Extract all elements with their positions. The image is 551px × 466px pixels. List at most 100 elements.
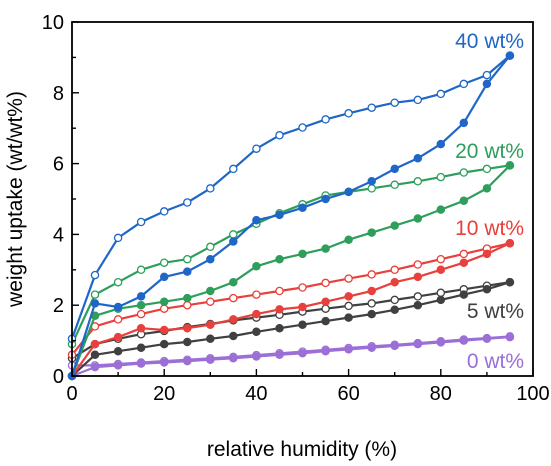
adsorption-point [321, 244, 330, 253]
adsorption-point [159, 358, 169, 367]
adsorption-point [298, 203, 307, 213]
adsorption-point [344, 187, 353, 197]
desorption-point [113, 277, 123, 287]
adsorption-point [90, 299, 100, 308]
y-tick-label: 0 [53, 366, 64, 388]
ticks: 0 20 40 60 80 100 0 2 4 6 8 10 [42, 12, 550, 405]
desorption-point [229, 293, 238, 303]
adsorption-point [321, 346, 330, 356]
adsorption-point [206, 355, 215, 364]
adsorption-point [413, 272, 423, 282]
adsorption-point [367, 343, 376, 352]
adsorption-point [183, 267, 192, 276]
adsorption-point [367, 228, 376, 237]
adsorption-point [136, 343, 146, 352]
series-label: 10 wt% [455, 217, 524, 240]
desorption-point [459, 168, 469, 177]
adsorption-point [229, 237, 238, 246]
series-4 [67, 51, 515, 381]
adsorption-point [206, 286, 215, 296]
desorption-point [159, 304, 169, 313]
x-tick-label: 60 [337, 383, 359, 405]
series-2 [67, 239, 515, 381]
x-axis-title: relative humidity (%) [207, 438, 397, 461]
x-tick-label: 0 [66, 383, 77, 405]
adsorption-point [275, 323, 284, 333]
adsorption-point [252, 215, 261, 225]
adsorption-point [344, 313, 353, 322]
adsorption-point [482, 249, 492, 259]
adsorption-point [505, 161, 515, 170]
adsorption-point [436, 205, 446, 214]
adsorption-point [459, 336, 469, 345]
x-tick-label: 40 [245, 383, 267, 405]
adsorption-point [505, 51, 515, 60]
adsorption-point [390, 277, 399, 287]
desorption-point [367, 270, 376, 279]
adsorption-point [413, 300, 423, 310]
y-tick-label: 6 [53, 154, 64, 176]
desorption-point [390, 295, 399, 305]
desorption-point [367, 103, 376, 112]
adsorption-point [206, 254, 215, 264]
desorption-point [90, 290, 100, 299]
desorption-point [436, 172, 446, 182]
desorption-point [459, 79, 469, 89]
adsorption-point [459, 196, 469, 206]
adsorption-point [252, 352, 261, 361]
adsorption-point [252, 262, 261, 271]
adsorption-point [298, 320, 307, 329]
desorption-point [413, 292, 423, 301]
adsorption-point [229, 331, 238, 341]
desorption-point [413, 95, 423, 105]
adsorption-point [482, 334, 492, 344]
series-label: 20 wt% [455, 140, 524, 163]
adsorption-point [136, 359, 146, 368]
adsorption-point [298, 249, 307, 259]
series-group [67, 51, 515, 381]
adsorption-point [113, 302, 123, 312]
desorption-point [183, 198, 192, 207]
adsorption-point [413, 339, 423, 349]
adsorption-point [390, 164, 399, 174]
adsorption-point [159, 339, 169, 349]
adsorption-point [413, 154, 423, 163]
adsorption-point [275, 305, 284, 314]
desorption-point [436, 288, 446, 298]
adsorption-point [252, 309, 261, 319]
y-tick-label: 8 [53, 83, 64, 105]
adsorption-point [159, 272, 169, 282]
series-labels: 0 wt% 5 wt% 10 wt% 20 wt% 40 wt% [455, 30, 524, 373]
desorption-point [183, 300, 192, 310]
desorption-point [136, 217, 146, 227]
desorption-point [159, 207, 169, 216]
adsorption-point [159, 325, 169, 335]
adsorption-line [70, 242, 511, 378]
adsorption-point [183, 293, 192, 303]
adsorption-point [229, 315, 238, 324]
desorption-point [390, 265, 399, 275]
adsorption-point [482, 285, 492, 294]
desorption-point [344, 301, 353, 311]
adsorption-point [367, 286, 376, 296]
adsorption-point [344, 345, 353, 354]
adsorption-point [298, 302, 307, 312]
desorption-point [136, 309, 146, 319]
adsorption-line [70, 54, 511, 378]
adsorption-point [136, 300, 146, 310]
x-tick-label: 20 [153, 383, 175, 405]
adsorption-point [252, 327, 261, 337]
adsorption-point [136, 323, 146, 333]
desorption-point [482, 164, 492, 174]
desorption-line [70, 164, 511, 346]
adsorption-point [275, 210, 284, 220]
series-0 [67, 332, 515, 381]
adsorption-point [90, 362, 100, 372]
adsorption-point [183, 337, 192, 347]
adsorption-point [113, 346, 123, 356]
adsorption-point [229, 277, 238, 287]
x-tick-label: 80 [430, 383, 452, 405]
adsorption-point [113, 361, 123, 370]
adsorption-point [436, 338, 446, 347]
adsorption-point [436, 139, 446, 149]
